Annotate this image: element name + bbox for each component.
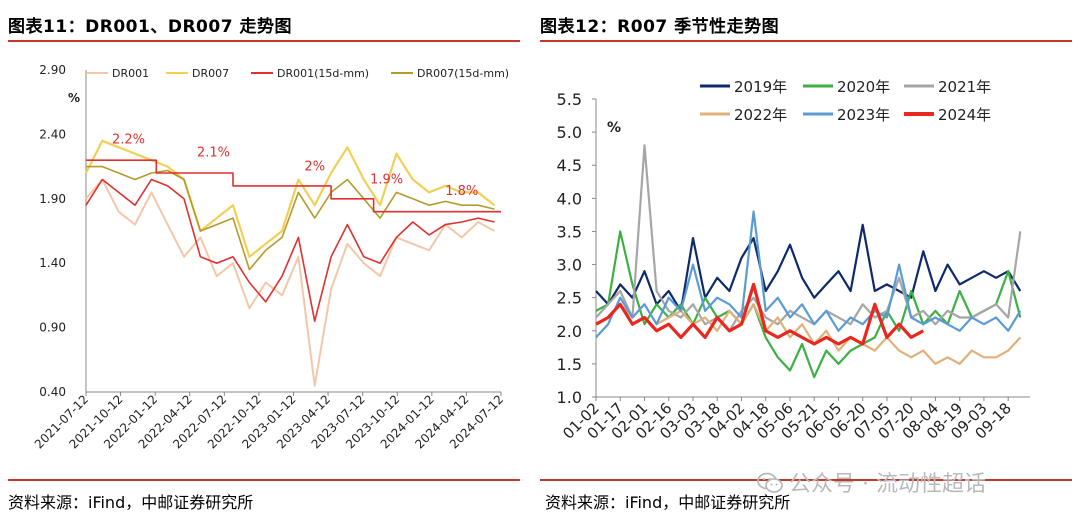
wechat-icon bbox=[757, 472, 783, 493]
left-series-line bbox=[85, 178, 495, 387]
left-legend-label: DR007 bbox=[192, 67, 229, 80]
right-y-unit-label: % bbox=[607, 120, 621, 136]
left-annotation: 2.1% bbox=[197, 145, 230, 160]
right-series-line bbox=[595, 230, 1022, 379]
left-series-line bbox=[85, 139, 496, 258]
right-series-line bbox=[595, 144, 1022, 332]
left-annotation: 2.2% bbox=[112, 132, 145, 147]
left-y-tick-label: 2.90 bbox=[39, 63, 66, 77]
left-series-line bbox=[85, 178, 495, 323]
left-annotation: 1.9% bbox=[370, 172, 403, 187]
right-legend-label: 2022年 bbox=[734, 106, 787, 124]
right-source-divider bbox=[540, 479, 1072, 481]
right-series-line bbox=[595, 282, 925, 346]
left-annotation: 2% bbox=[304, 159, 325, 174]
left-source-note: 资料来源：iFind，中邮证券研究所 bbox=[8, 493, 254, 512]
right-y-tick-label: 3.0 bbox=[557, 256, 582, 275]
right-series-line bbox=[595, 210, 1022, 339]
right-y-tick-label: 1.5 bbox=[557, 355, 582, 374]
right-y-tick-label: 3.5 bbox=[557, 222, 582, 241]
right-y-tick-label: 2.5 bbox=[557, 289, 582, 308]
right-legend-label: 2021年 bbox=[938, 78, 991, 96]
left-source-divider bbox=[8, 479, 520, 481]
right-series-line bbox=[595, 303, 1022, 365]
left-series-line bbox=[86, 165, 495, 271]
right-series-line bbox=[595, 223, 1022, 312]
left-y-tick-label: 0.90 bbox=[39, 321, 66, 335]
right-y-tick-label: 5.5 bbox=[557, 90, 582, 109]
right-source-note: 资料来源：iFind，中邮证券研究所 bbox=[545, 493, 791, 512]
watermark-text: 公众号 · 流动性超话 bbox=[789, 472, 986, 497]
right-y-tick-label: 2.0 bbox=[557, 322, 582, 341]
left-chart-title: 图表11：DR001、DR007 走势图 bbox=[8, 17, 292, 37]
right-y-tick-label: 4.5 bbox=[557, 156, 582, 175]
left-y-tick-label: 2.40 bbox=[39, 127, 66, 141]
right-legend-label: 2019年 bbox=[734, 78, 787, 96]
left-legend-label: DR001(15d-mm) bbox=[277, 67, 369, 80]
right-legend-label: 2023年 bbox=[837, 106, 890, 124]
right-y-tick-label: 5.0 bbox=[557, 123, 582, 142]
right-y-tick-label: 1.0 bbox=[557, 388, 582, 407]
right-legend-label: 2020年 bbox=[837, 78, 890, 96]
left-legend-label: DR007(15d-mm) bbox=[417, 67, 509, 80]
left-y-tick-label: 1.40 bbox=[39, 256, 66, 270]
right-chart-title: 图表12：R007 季节性走势图 bbox=[540, 17, 780, 37]
left-annotation: 1.8% bbox=[445, 184, 478, 199]
left-title-divider bbox=[8, 40, 520, 42]
left-y-unit-label: % bbox=[68, 91, 80, 105]
left-y-tick-label: 0.40 bbox=[39, 385, 66, 399]
right-title-divider bbox=[540, 40, 1072, 42]
left-series-line bbox=[86, 159, 501, 213]
left-legend-label: DR001 bbox=[112, 67, 149, 80]
left-y-tick-label: 1.90 bbox=[39, 192, 66, 206]
watermark: 公众号 · 流动性超话 bbox=[757, 466, 986, 498]
right-y-tick-label: 4.0 bbox=[557, 189, 582, 208]
right-legend-label: 2024年 bbox=[938, 106, 991, 124]
